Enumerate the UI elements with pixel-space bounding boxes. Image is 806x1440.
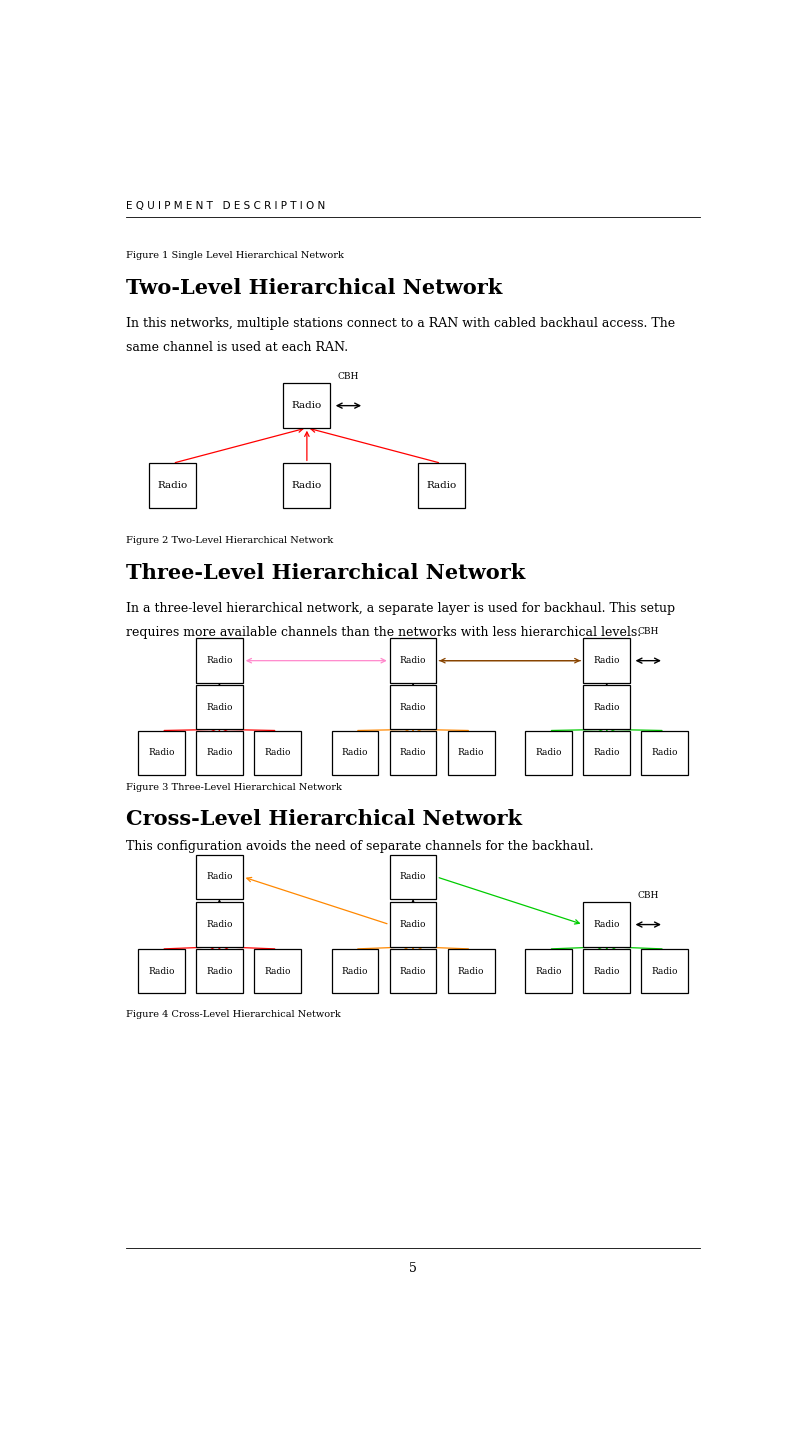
- Text: Radio: Radio: [458, 749, 484, 757]
- Bar: [284, 464, 330, 508]
- Bar: [448, 949, 495, 994]
- Text: Radio: Radio: [593, 920, 620, 929]
- Text: Radio: Radio: [292, 481, 322, 490]
- Text: Radio: Radio: [206, 657, 233, 665]
- Text: Figure 3 Three-Level Hierarchical Network: Figure 3 Three-Level Hierarchical Networ…: [126, 782, 342, 792]
- Bar: [389, 949, 437, 994]
- Text: Radio: Radio: [651, 749, 678, 757]
- Text: Radio: Radio: [206, 749, 233, 757]
- Text: Radio: Radio: [292, 402, 322, 410]
- Bar: [584, 730, 630, 775]
- Bar: [196, 903, 243, 946]
- Bar: [584, 949, 630, 994]
- Bar: [196, 949, 243, 994]
- Bar: [389, 730, 437, 775]
- Text: Radio: Radio: [593, 703, 620, 711]
- Text: same channel is used at each RAN.: same channel is used at each RAN.: [126, 341, 348, 354]
- Text: requires more available channels than the networks with less hierarchical levels: requires more available channels than th…: [126, 626, 641, 639]
- Bar: [138, 730, 185, 775]
- Text: Radio: Radio: [651, 966, 678, 976]
- Text: Radio: Radio: [206, 873, 233, 881]
- Bar: [149, 464, 196, 508]
- Bar: [196, 638, 243, 683]
- Bar: [526, 730, 572, 775]
- Bar: [284, 383, 330, 428]
- Bar: [389, 855, 437, 899]
- Text: E Q U I P M E N T   D E S C R I P T I O N: E Q U I P M E N T D E S C R I P T I O N: [126, 200, 325, 210]
- Text: Radio: Radio: [400, 873, 426, 881]
- Text: Radio: Radio: [206, 920, 233, 929]
- Text: Radio: Radio: [593, 966, 620, 976]
- Text: Figure 1 Single Level Hierarchical Network: Figure 1 Single Level Hierarchical Netwo…: [126, 251, 343, 261]
- Text: In this networks, multiple stations connect to a RAN with cabled backhaul access: In this networks, multiple stations conn…: [126, 317, 675, 330]
- Text: Cross-Level Hierarchical Network: Cross-Level Hierarchical Network: [126, 809, 521, 829]
- Bar: [196, 855, 243, 899]
- Bar: [254, 730, 301, 775]
- Bar: [254, 949, 301, 994]
- Text: Radio: Radio: [206, 703, 233, 711]
- Text: Radio: Radio: [342, 749, 368, 757]
- Text: Radio: Radio: [535, 749, 562, 757]
- Bar: [138, 949, 185, 994]
- Bar: [584, 685, 630, 730]
- Text: Radio: Radio: [535, 966, 562, 976]
- Text: Radio: Radio: [426, 481, 456, 490]
- Text: 5: 5: [409, 1261, 417, 1274]
- Text: CBH: CBH: [638, 628, 659, 636]
- Text: Radio: Radio: [342, 966, 368, 976]
- Text: Radio: Radio: [458, 966, 484, 976]
- Text: Three-Level Hierarchical Network: Three-Level Hierarchical Network: [126, 563, 525, 583]
- Text: Radio: Radio: [400, 657, 426, 665]
- Text: In a three-level hierarchical network, a separate layer is used for backhaul. Th: In a three-level hierarchical network, a…: [126, 602, 675, 615]
- Bar: [389, 638, 437, 683]
- Text: Radio: Radio: [400, 966, 426, 976]
- Bar: [526, 949, 572, 994]
- Text: Radio: Radio: [148, 749, 175, 757]
- Text: Radio: Radio: [206, 966, 233, 976]
- Text: CBH: CBH: [638, 891, 659, 900]
- Bar: [584, 638, 630, 683]
- Text: Radio: Radio: [593, 749, 620, 757]
- Text: Radio: Radio: [400, 749, 426, 757]
- Bar: [389, 903, 437, 946]
- Bar: [584, 903, 630, 946]
- Text: Figure 2 Two-Level Hierarchical Network: Figure 2 Two-Level Hierarchical Network: [126, 537, 333, 546]
- Text: Radio: Radio: [400, 920, 426, 929]
- Text: Radio: Radio: [593, 657, 620, 665]
- Text: Figure 4 Cross-Level Hierarchical Network: Figure 4 Cross-Level Hierarchical Networ…: [126, 1009, 340, 1020]
- Bar: [331, 730, 378, 775]
- Bar: [642, 730, 688, 775]
- Text: Radio: Radio: [157, 481, 188, 490]
- Bar: [642, 949, 688, 994]
- Bar: [418, 464, 464, 508]
- Bar: [196, 685, 243, 730]
- Text: Radio: Radio: [264, 966, 291, 976]
- Bar: [448, 730, 495, 775]
- Text: This configuration avoids the need of separate channels for the backhaul.: This configuration avoids the need of se…: [126, 841, 593, 854]
- Bar: [331, 949, 378, 994]
- Text: CBH: CBH: [338, 373, 359, 382]
- Text: Two-Level Hierarchical Network: Two-Level Hierarchical Network: [126, 278, 502, 298]
- Bar: [196, 730, 243, 775]
- Text: Radio: Radio: [400, 703, 426, 711]
- Text: Radio: Radio: [148, 966, 175, 976]
- Text: Radio: Radio: [264, 749, 291, 757]
- Bar: [389, 685, 437, 730]
